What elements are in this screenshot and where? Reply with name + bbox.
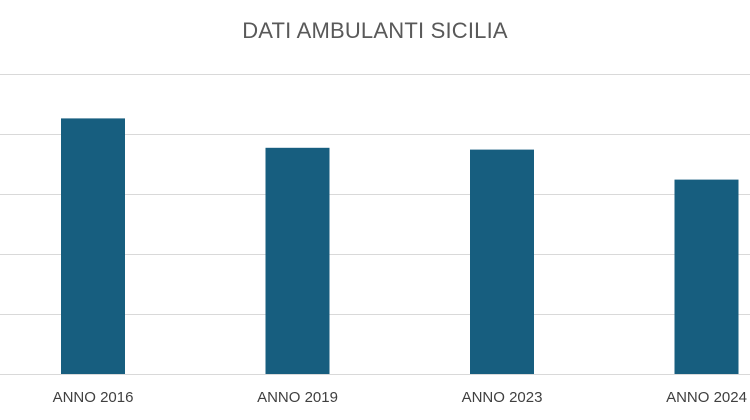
category-label-layer: ANNO 2016 ANNO 2019 ANNO 2023 ANNO 2024 — [53, 389, 747, 406]
bar-anno-2024 — [674, 179, 739, 374]
bar-anno-2019 — [265, 147, 330, 374]
bar-anno-2023 — [470, 149, 534, 374]
x-tick-label: ANNO 2016 — [53, 389, 134, 406]
chart-title: DATI AMBULANTI SICILIA — [242, 18, 508, 43]
x-tick-label: ANNO 2019 — [257, 389, 338, 406]
bar-layer — [61, 118, 739, 375]
x-tick-label: ANNO 2023 — [462, 389, 543, 406]
bar-anno-2016 — [61, 118, 125, 375]
x-tick-label: ANNO 2024 — [666, 389, 747, 406]
